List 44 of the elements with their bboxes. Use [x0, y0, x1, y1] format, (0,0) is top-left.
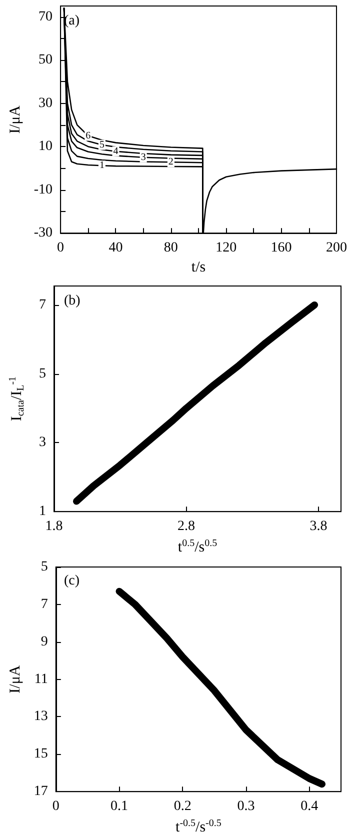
y-tick-label: 5 [40, 560, 48, 574]
y-tick-label: 50 [38, 52, 53, 68]
y-tick-label: -30 [34, 226, 53, 241]
x-tick-label: 0 [57, 240, 64, 256]
series-label: 5 [99, 139, 104, 150]
x-tick-label: 160 [270, 240, 292, 256]
y-tick-label: 10 [38, 139, 53, 154]
series-label: 6 [86, 130, 91, 142]
x-tick-label: 3.8 [310, 519, 328, 534]
y-tick-label: 7 [39, 297, 46, 312]
x-tick-label: 120 [216, 240, 237, 256]
annotation: (b) [64, 294, 81, 308]
y-axis-title: I/μA [8, 665, 24, 694]
y-tick-label: 9 [40, 634, 48, 650]
x-tick-label: 1.8 [45, 519, 63, 534]
x-tick-label: 2.8 [178, 519, 196, 534]
y-tick-label: 30 [38, 96, 53, 111]
series-label: 3 [140, 152, 146, 163]
y-tick-label: 17 [34, 784, 48, 800]
y-tick-label: 70 [38, 9, 53, 24]
series-label: 1 [99, 160, 104, 172]
y-tick-label: -10 [34, 182, 53, 198]
annotation: (a) [64, 14, 80, 28]
x-tick-label: 40 [108, 240, 123, 256]
series-label: 2 [168, 156, 174, 168]
y-tick-label: 7 [40, 596, 48, 612]
x-tick-label: 80 [164, 240, 178, 256]
series-label: 4 [113, 146, 118, 157]
x-tick-label: 0.1 [110, 799, 128, 814]
y-tick-label: 5 [39, 366, 46, 382]
x-tick-label: 0.3 [237, 799, 255, 814]
x-tick-label: 0 [52, 799, 60, 814]
y-tick-label: 1 [39, 504, 46, 520]
y-tick-label: 11 [34, 672, 48, 687]
y-tick-label: 13 [34, 709, 48, 724]
y-tick-label: 3 [39, 435, 46, 450]
x-tick-label: 0.2 [174, 799, 192, 814]
x-axis-title: t/s [191, 260, 206, 276]
annotation: (c) [64, 574, 80, 588]
y-tick-label: 15 [34, 746, 48, 762]
y-axis-title: Icata/IL-1 [8, 376, 26, 422]
y-axis-title: I/μA [8, 105, 24, 134]
x-tick-label: 0.4 [300, 799, 318, 814]
x-tick-label: 200 [326, 240, 347, 256]
